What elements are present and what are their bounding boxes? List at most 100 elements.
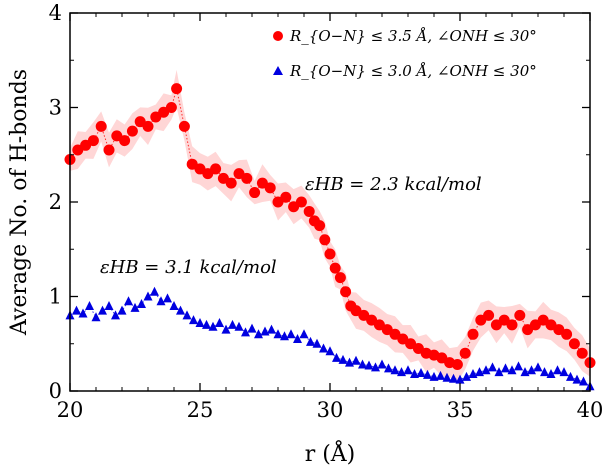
series-2-point: [507, 365, 517, 375]
series-2-point: [579, 376, 588, 386]
series-2-point: [85, 300, 94, 310]
series-2-point: [514, 361, 523, 371]
series-2-point: [260, 326, 270, 336]
series-2-point: [494, 367, 504, 377]
y-tick-label: 4: [49, 1, 62, 25]
annotation-ehb-31: εHB = 3.1 kcal/mol: [100, 257, 277, 278]
series-2-point: [429, 371, 439, 381]
series-2-point: [78, 308, 88, 318]
series-1-point: [126, 125, 138, 137]
series-2-point: [163, 293, 172, 303]
series-1-point: [568, 338, 580, 350]
series-1-point: [334, 272, 346, 284]
annotation-ehb-23: εHB = 2.3 kcal/mol: [305, 174, 482, 195]
series-2-point: [442, 372, 452, 382]
legend-label-series-2: R_{O−N} ≤ 3.0 Å, ∠ONH ≤ 30°: [289, 62, 537, 80]
series-2-point: [501, 363, 510, 373]
series-2-point: [234, 321, 244, 331]
series-2-point: [241, 327, 250, 337]
series-1-point: [295, 196, 307, 208]
series-2-point: [156, 296, 166, 306]
series-2-point: [358, 359, 367, 369]
series-2-point: [319, 343, 328, 353]
series-2-point: [104, 300, 114, 310]
series-1-point: [483, 309, 495, 321]
series-1-point: [506, 319, 518, 331]
series-2-point: [137, 299, 146, 309]
series-2-point: [306, 336, 315, 346]
series-2-point: [572, 374, 582, 384]
series-2-point: [208, 321, 218, 331]
series-2-point: [221, 324, 231, 334]
series-2-point: [273, 329, 283, 339]
series-2-point: [176, 305, 185, 315]
series-1-point: [329, 262, 341, 274]
series-2-point: [553, 365, 562, 375]
series-1-point: [249, 187, 261, 199]
series-2-point: [117, 305, 127, 315]
series-1-point: [178, 120, 190, 132]
series-2-point: [449, 373, 458, 383]
series-1-point: [264, 182, 276, 194]
legend-marker-series-2: [273, 66, 283, 75]
error-bands: [70, 69, 590, 383]
series-2-point: [416, 368, 426, 378]
y-tick-label: 1: [49, 285, 62, 309]
series-2-point: [150, 286, 159, 296]
series-2-point: [338, 354, 348, 364]
axis-tick-labels: 20 25 30 35 40 0 1 2 3 4: [49, 1, 603, 422]
series-2-point: [436, 370, 445, 380]
y-tick-label: 2: [49, 190, 62, 214]
series-2-point: [351, 355, 361, 365]
series-1-point: [319, 234, 331, 246]
series-1-point: [324, 248, 336, 260]
series-2-point: [377, 359, 387, 369]
legend-label-series-1: R_{O−N} ≤ 3.5 Å, ∠ONH ≤ 30°: [289, 27, 537, 45]
series-2-point: [189, 315, 198, 325]
series-1-point: [142, 120, 154, 132]
series-1-point: [241, 172, 253, 184]
series-1-point: [210, 163, 222, 175]
series-2-point: [559, 367, 569, 377]
series-1-point: [171, 83, 183, 95]
series-2-point: [254, 329, 263, 339]
series-1-point: [514, 309, 526, 321]
series-2-point: [202, 319, 211, 329]
series-2-point: [111, 310, 120, 320]
x-tick-label: 30: [317, 398, 344, 422]
data-points: [64, 83, 596, 391]
series-2-point: [299, 329, 309, 339]
axis-ticks: [69, 12, 591, 392]
series-1-point: [280, 191, 292, 203]
series-1-point: [467, 328, 479, 340]
series-2-point: [481, 365, 491, 375]
legend-marker-series-1: [273, 31, 283, 41]
series-2-point: [332, 352, 341, 362]
series-2-point: [371, 362, 380, 372]
series-2-point: [143, 291, 153, 301]
series-2-point: [566, 371, 575, 381]
series-2-point: [247, 323, 257, 333]
series-2-point: [390, 365, 400, 375]
series-1-point: [119, 135, 131, 147]
x-axis-title: r (Å): [305, 439, 356, 467]
series-1-point: [459, 347, 471, 359]
series-2-point: [91, 312, 101, 322]
series-2-point: [195, 317, 205, 327]
series-2-point: [462, 371, 471, 381]
series-1-point: [576, 347, 588, 359]
series-2-point: [546, 368, 556, 378]
x-tick-label: 20: [57, 398, 84, 422]
series-2-point: [182, 310, 192, 320]
y-tick-label: 0: [49, 379, 62, 403]
series-2-point: [527, 365, 536, 375]
x-tick-label: 35: [447, 398, 474, 422]
legend: R_{O−N} ≤ 3.5 Å, ∠ONH ≤ 30° R_{O−N} ≤ 3.…: [273, 27, 537, 80]
series-2-point: [286, 329, 296, 339]
series-2-point: [488, 362, 497, 372]
y-axis-title: Average No. of H-bonds: [7, 69, 32, 336]
series-2-point: [72, 305, 81, 315]
series-2-point: [280, 331, 289, 341]
series-2-point: [455, 374, 465, 384]
